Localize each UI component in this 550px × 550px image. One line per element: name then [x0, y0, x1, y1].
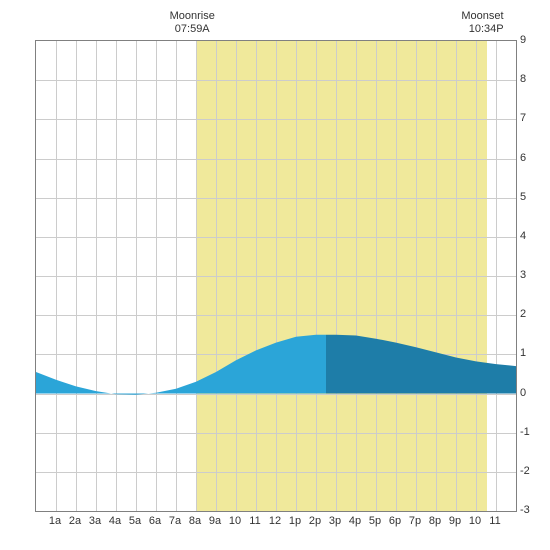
- plot-area: [35, 40, 517, 512]
- y-tick-label: 9: [520, 34, 526, 46]
- x-axis-labels: 1a 2a 3a 4a 5a 6a 7a 8a 9a 10 11 12 1p 2p 3p 4p 5p 6p 7p 8p…: [35, 515, 515, 535]
- x-tick-label: 1a: [49, 515, 61, 527]
- moonset-label: Moonset 10:34P: [461, 10, 503, 36]
- x-tick-label: 2a: [69, 515, 81, 527]
- y-tick-label: -1: [520, 426, 530, 438]
- y-tick-label: 0: [520, 387, 526, 399]
- y-tick-label: 1: [520, 347, 526, 359]
- tide-chart: Moonrise 07:59A Moonset 10:34P -3-2-1012…: [10, 10, 540, 540]
- moonset-title: Moonset: [461, 10, 503, 23]
- moonrise-label: Moonrise 07:59A: [170, 10, 215, 36]
- moonset-time: 10:34P: [461, 23, 503, 36]
- y-tick-label: 2: [520, 308, 526, 320]
- x-tick-label: 4a: [109, 515, 121, 527]
- x-tick-label: 8p: [429, 515, 441, 527]
- y-tick-label: 7: [520, 112, 526, 124]
- x-tick-label: 6a: [149, 515, 161, 527]
- x-tick-label: 7p: [409, 515, 421, 527]
- x-tick-label: 5p: [369, 515, 381, 527]
- x-tick-label: 6p: [389, 515, 401, 527]
- x-tick-label: 10: [229, 515, 241, 527]
- moonrise-title: Moonrise: [170, 10, 215, 23]
- y-tick-label: -3: [520, 504, 530, 516]
- y-tick-label: 5: [520, 191, 526, 203]
- x-tick-label: 10: [469, 515, 481, 527]
- x-tick-label: 5a: [129, 515, 141, 527]
- x-tick-label: 8a: [189, 515, 201, 527]
- moonrise-time: 07:59A: [170, 23, 215, 36]
- x-tick-label: 12: [269, 515, 281, 527]
- x-tick-label: 4p: [349, 515, 361, 527]
- y-tick-label: 4: [520, 230, 526, 242]
- x-tick-label: 2p: [309, 515, 321, 527]
- tide-fill: [36, 335, 326, 395]
- x-tick-label: 3p: [329, 515, 341, 527]
- y-tick-label: 6: [520, 152, 526, 164]
- x-tick-label: 3a: [89, 515, 101, 527]
- x-tick-label: 11: [249, 515, 260, 527]
- tide-fill: [326, 335, 516, 394]
- y-tick-label: 3: [520, 269, 526, 281]
- y-tick-label: -2: [520, 465, 530, 477]
- x-tick-label: 7a: [169, 515, 181, 527]
- x-tick-label: 11: [489, 515, 500, 527]
- tide-area: [36, 41, 516, 511]
- y-tick-label: 8: [520, 73, 526, 85]
- x-tick-label: 9p: [449, 515, 461, 527]
- top-labels: Moonrise 07:59A Moonset 10:34P: [35, 10, 515, 40]
- x-tick-label: 1p: [289, 515, 301, 527]
- y-axis-labels: -3-2-10123456789: [520, 40, 540, 510]
- x-tick-label: 9a: [209, 515, 221, 527]
